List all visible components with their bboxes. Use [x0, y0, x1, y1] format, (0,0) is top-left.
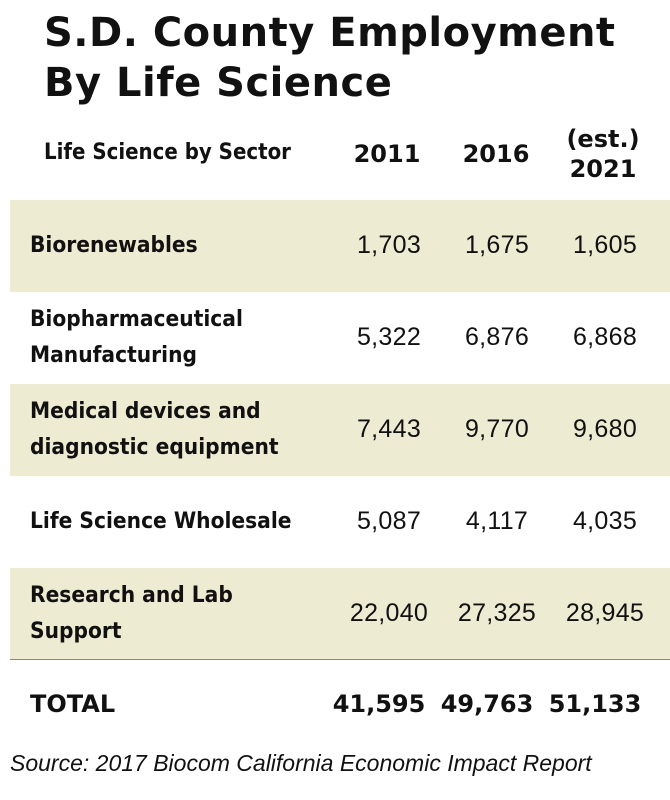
header-year-2021-prefix: (est.)	[566, 125, 640, 153]
chart-title-line-1: S.D. County Employment	[44, 10, 616, 56]
header-year-2011: 2011	[353, 140, 421, 168]
row-value: 28,945	[565, 598, 645, 627]
row-label: Research and Lab Support	[30, 578, 233, 650]
row-label-line: diagnostic equipment	[30, 435, 279, 460]
row-label-line: Life Science Wholesale	[30, 509, 292, 534]
header-year-2021-value: 2021	[569, 155, 637, 183]
row-value: 7,443	[356, 415, 422, 443]
row-label-line: Biopharmaceutical	[30, 307, 243, 332]
source-note: Source: 2017 Biocom California Economic …	[10, 750, 592, 776]
row-value: 6,868	[572, 323, 638, 351]
row-value: 1,703	[356, 231, 422, 259]
table-row: Life Science Wholesale 5,087 4,117 4,035	[10, 476, 670, 568]
total-value-2021: 51,133	[548, 690, 642, 718]
table-row: Biorenewables 1,703 1,675 1,605	[10, 200, 670, 292]
row-label: Biorenewables	[30, 228, 198, 264]
chart-title: S.D. County Employment By Life Science	[44, 8, 616, 108]
row-value: 4,035	[572, 507, 638, 535]
row-value: 27,325	[457, 598, 537, 627]
row-value: 9,770	[464, 415, 530, 443]
row-value: 4,117	[465, 507, 529, 535]
row-label-line: Biorenewables	[30, 233, 198, 258]
table-row: Research and Lab Support 22,040 27,325 28,94…	[10, 568, 670, 659]
table-row: Medical devices and diagnostic equipment 7…	[10, 384, 670, 476]
row-value: 22,040	[349, 598, 429, 627]
total-divider	[10, 659, 670, 660]
table-row: Biopharmaceutical Manufacturing 5,322 6,876…	[10, 292, 670, 384]
header-year-2016: 2016	[462, 140, 530, 168]
row-label: Biopharmaceutical Manufacturing	[30, 302, 243, 374]
row-value: 1,605	[572, 231, 638, 259]
header-sector: Life Science by Sector	[44, 140, 291, 165]
row-label-line: Medical devices and	[30, 399, 261, 424]
row-value: 1,675	[464, 231, 530, 259]
row-value: 6,876	[464, 323, 530, 351]
header-year-2021: (est.) 2021	[563, 124, 643, 184]
table-header: Life Science by Sector 2011 2016 (est.) …	[0, 120, 670, 198]
row-label: Medical devices and diagnostic equipment	[30, 394, 279, 466]
row-value: 5,322	[356, 323, 422, 351]
chart-title-line-2: By Life Science	[44, 60, 393, 106]
total-value-2011: 41,595	[332, 690, 426, 718]
row-label: Life Science Wholesale	[30, 504, 292, 540]
row-value: 5,087	[356, 507, 422, 535]
row-label-line: Manufacturing	[30, 343, 197, 368]
row-value: 9,680	[572, 415, 638, 443]
total-label: TOTAL	[30, 690, 116, 718]
row-label-line: Research and Lab	[30, 582, 233, 608]
row-label-line: Support	[30, 618, 122, 644]
total-value-2016: 49,763	[440, 690, 534, 718]
